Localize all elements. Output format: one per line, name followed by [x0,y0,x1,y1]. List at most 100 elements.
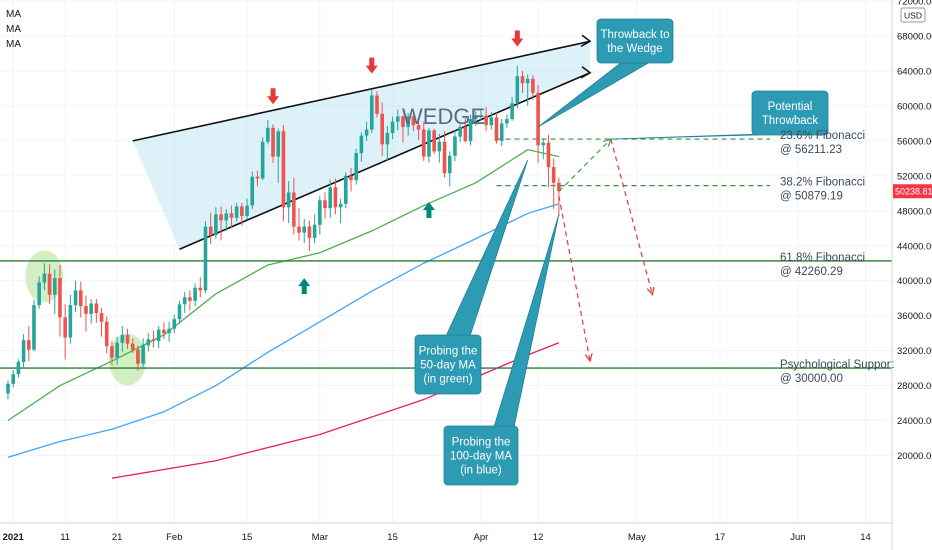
candle-body [276,131,281,157]
candle-body [68,305,73,338]
candle-body [125,334,130,344]
wedge-upper-line [132,40,591,142]
legend-ma-3[interactable]: MA [6,39,21,50]
time-tick-label: 14 [860,532,871,543]
price-tick-label: 44000.00 [897,241,932,252]
candle-body [151,339,156,342]
callout-text: Potential [768,101,813,113]
projection-paths [558,138,655,363]
candle-body [271,127,275,157]
candle-body [99,313,104,322]
candle-body [349,175,353,181]
price-tick-label: 36000.00 [897,311,932,322]
candle-body [473,116,478,120]
time-tick-label: 11 [60,532,70,543]
candle-body [369,95,374,130]
candle-body [385,133,390,145]
candle-body [234,206,239,218]
candle-body [281,131,286,208]
callout-pointer [445,159,529,337]
candle-body [32,305,36,350]
legend-ma-2[interactable]: MA [6,24,21,35]
candle-body [328,187,333,209]
price-axis[interactable]: USD 76000.0072000.0068000.0064000.006000… [891,0,932,550]
candle-body [255,176,260,179]
time-tick-label: Apr [474,532,489,543]
callout-box [751,90,829,136]
time-tick-label: Jun [790,532,805,543]
candle-body [136,349,140,364]
current-price-tag [893,184,932,199]
moving-average-line [111,342,560,479]
time-tick-label: 15 [387,532,398,543]
candle-body [338,203,343,208]
candle-body [130,343,135,350]
level-notes: 23.6% Fibonacci @ 56211.23 38.2% Fibonacci… [780,130,895,385]
candle-body [354,153,358,181]
time-tick-label: 12 [533,532,544,543]
projection-line [558,195,591,362]
candle-body [260,141,265,179]
candle-body [286,192,291,208]
candle-body [344,175,348,204]
candle-body [468,119,473,141]
wedge-upper-arrowhead [580,34,592,47]
candle-body [219,214,223,221]
candle-body [63,317,67,338]
candle-body [390,121,395,134]
time-tick-label: May [628,532,646,543]
callout-text: (in green) [423,374,472,386]
projection-line [558,138,612,193]
time-tick-label: 15 [242,532,253,543]
candle-body [359,135,364,154]
price-tick-label: 24000.00 [897,416,932,427]
callout-text: 100-day MA [450,451,512,463]
candle-body [84,306,88,314]
callout-text: Probing the [452,437,511,449]
currency-badge: USD [900,7,926,23]
candle-body [416,125,421,130]
legend-ma-1[interactable]: MA [6,9,21,20]
price-tick-label: 60000.00 [897,101,932,112]
candle-body [250,176,255,206]
wedge-label: WEDGE [402,104,485,129]
candle-body [302,226,307,233]
time-tick-label: Mar [312,532,328,543]
moving-average-line [7,148,560,422]
callout-text: (in blue) [460,465,502,477]
candle-body [292,192,296,227]
candle-body [240,206,244,217]
candle-body [458,126,462,137]
level-note-value: @ 42260.29 [780,266,843,278]
candle-body [198,287,203,291]
moving-average-line [7,203,560,458]
candle-body [375,95,379,114]
time-tick-label: 21 [112,532,123,543]
candle-body [520,76,525,84]
indicator-legend[interactable]: MA MA MA [6,9,21,50]
candle-body [58,278,62,318]
pattern-arrow-up [298,278,311,295]
time-axis[interactable]: 2021 11 21 Feb 15 Mar 15 Apr 12 May 17 Jun 14 [0,522,892,543]
candle-body [229,213,234,218]
projection-arrowhead [646,286,655,297]
candle-body [110,346,114,358]
candle-body [421,129,426,157]
candle-body [115,342,119,358]
candle-body [162,329,166,334]
pattern-arrows [267,30,524,295]
callout-box [414,334,482,395]
candle-body [484,115,488,126]
candle-body [141,345,145,364]
level-note-value: @ 50879.19 [780,191,843,203]
candle-body [411,116,416,126]
svg-text:USD: USD [904,11,922,21]
candle-body [245,205,249,217]
candle-body [42,273,47,283]
candle-body [432,130,436,152]
price-tick-label: 64000.00 [897,67,932,78]
pattern-arrow-up [422,202,435,219]
candle-body [146,339,151,346]
candle-body [515,76,520,104]
